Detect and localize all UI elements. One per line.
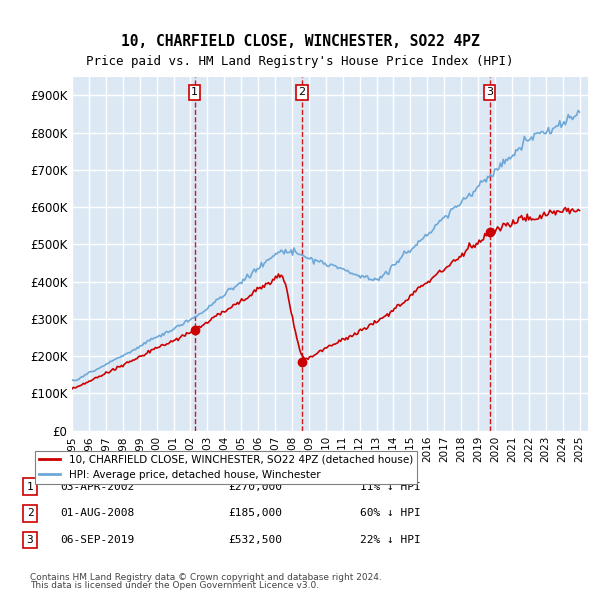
- Text: 03-APR-2002: 03-APR-2002: [60, 482, 134, 491]
- Text: 3: 3: [486, 87, 493, 97]
- Text: 1: 1: [191, 87, 198, 97]
- Text: 60% ↓ HPI: 60% ↓ HPI: [360, 509, 421, 518]
- Text: 10, CHARFIELD CLOSE, WINCHESTER, SO22 4PZ: 10, CHARFIELD CLOSE, WINCHESTER, SO22 4P…: [121, 34, 479, 49]
- Text: 11% ↓ HPI: 11% ↓ HPI: [360, 482, 421, 491]
- Text: 3: 3: [26, 535, 34, 545]
- Text: £185,000: £185,000: [228, 509, 282, 518]
- Legend: 10, CHARFIELD CLOSE, WINCHESTER, SO22 4PZ (detached house), HPI: Average price, : 10, CHARFIELD CLOSE, WINCHESTER, SO22 4P…: [35, 451, 417, 484]
- Text: £270,000: £270,000: [228, 482, 282, 491]
- Text: Contains HM Land Registry data © Crown copyright and database right 2024.: Contains HM Land Registry data © Crown c…: [30, 572, 382, 582]
- Text: This data is licensed under the Open Government Licence v3.0.: This data is licensed under the Open Gov…: [30, 581, 319, 590]
- Text: 2: 2: [26, 509, 34, 518]
- Text: 22% ↓ HPI: 22% ↓ HPI: [360, 535, 421, 545]
- Text: 01-AUG-2008: 01-AUG-2008: [60, 509, 134, 518]
- Text: 2: 2: [298, 87, 305, 97]
- Text: £532,500: £532,500: [228, 535, 282, 545]
- Text: 1: 1: [26, 482, 34, 491]
- Text: Price paid vs. HM Land Registry's House Price Index (HPI): Price paid vs. HM Land Registry's House …: [86, 55, 514, 68]
- Text: 06-SEP-2019: 06-SEP-2019: [60, 535, 134, 545]
